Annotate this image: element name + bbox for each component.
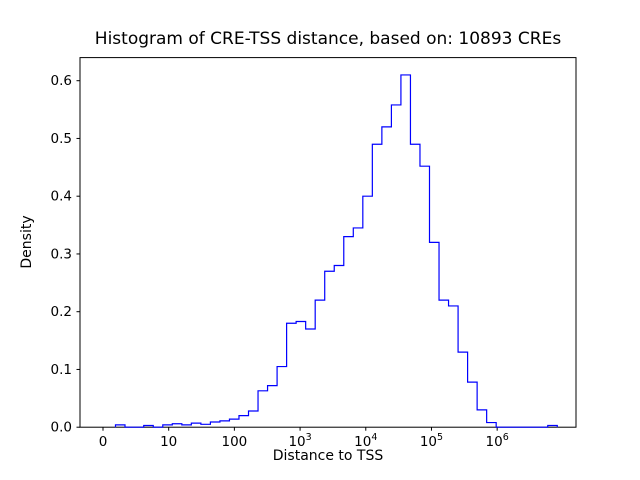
chart-title: Histogram of CRE-TSS distance, based on:…: [94, 29, 562, 49]
y-tick-label: 0.6: [51, 73, 72, 89]
y-tick-label: 0.0: [51, 420, 72, 436]
y-tick-label: 0.3: [51, 246, 72, 262]
histogram-line: [114, 74, 558, 428]
x-tick-label: 100: [221, 434, 247, 450]
y-axis-label: Density: [19, 215, 35, 269]
axes-frame: [79, 57, 577, 428]
x-tick-label: 10: [160, 434, 177, 450]
y-tick-label: 0.5: [51, 131, 72, 147]
x-tick-label: 0: [99, 434, 108, 450]
y-tick-label: 0.4: [51, 189, 72, 205]
x-axis-label: Distance to TSS: [272, 448, 384, 464]
y-tick-label: 0.1: [51, 362, 72, 378]
y-tick-label: 0.2: [51, 304, 72, 320]
